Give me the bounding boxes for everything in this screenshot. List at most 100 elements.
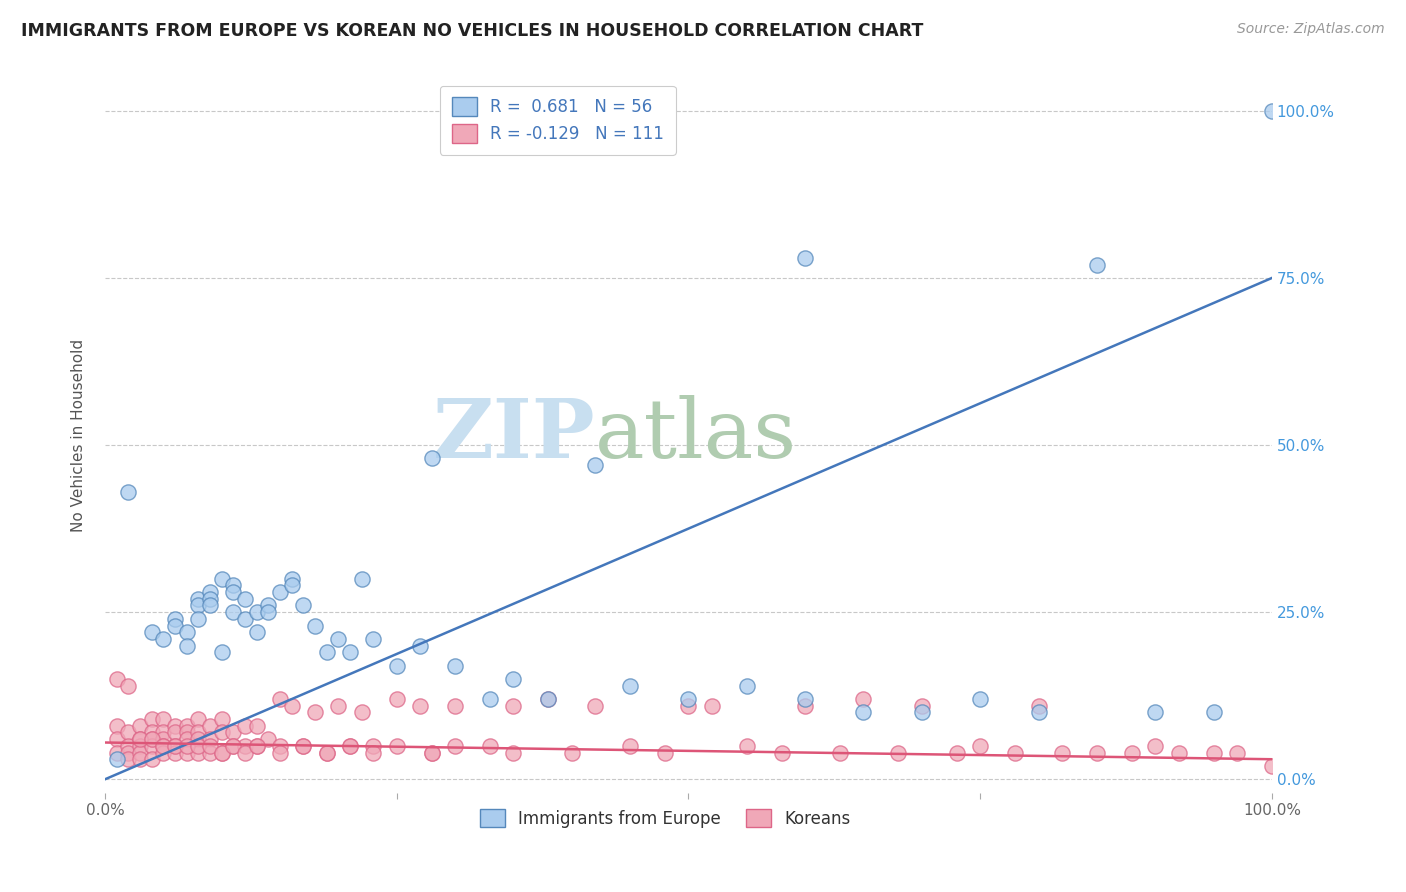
Text: IMMIGRANTS FROM EUROPE VS KOREAN NO VEHICLES IN HOUSEHOLD CORRELATION CHART: IMMIGRANTS FROM EUROPE VS KOREAN NO VEHI… — [21, 22, 924, 40]
Point — [198, 591, 221, 606]
Point — [141, 732, 163, 747]
Point — [852, 692, 875, 706]
Point — [129, 732, 152, 747]
Point — [105, 752, 128, 766]
Point — [246, 739, 269, 753]
Point — [479, 739, 502, 753]
Point — [222, 725, 245, 739]
Point — [129, 732, 152, 747]
Point — [257, 605, 280, 619]
Point — [117, 484, 139, 499]
Point — [211, 746, 233, 760]
Point — [246, 625, 269, 640]
Point — [444, 698, 467, 713]
Point — [222, 578, 245, 592]
Point — [280, 572, 302, 586]
Point — [163, 719, 186, 733]
Point — [198, 585, 221, 599]
Point — [152, 732, 174, 747]
Point — [946, 746, 969, 760]
Point — [198, 746, 221, 760]
Point — [1121, 746, 1143, 760]
Point — [339, 739, 361, 753]
Point — [911, 698, 934, 713]
Point — [163, 739, 186, 753]
Point — [292, 599, 315, 613]
Point — [176, 639, 198, 653]
Point — [129, 719, 152, 733]
Point — [187, 612, 209, 626]
Point — [141, 725, 163, 739]
Point — [969, 739, 991, 753]
Point — [176, 719, 198, 733]
Point — [233, 739, 256, 753]
Point — [187, 732, 209, 747]
Point — [117, 752, 139, 766]
Point — [246, 605, 269, 619]
Point — [152, 632, 174, 646]
Point — [350, 706, 373, 720]
Point — [700, 698, 723, 713]
Point — [852, 706, 875, 720]
Point — [269, 692, 291, 706]
Point — [794, 692, 817, 706]
Point — [444, 658, 467, 673]
Point — [385, 692, 408, 706]
Point — [233, 612, 256, 626]
Point — [1261, 103, 1284, 118]
Point — [420, 451, 443, 466]
Point — [187, 739, 209, 753]
Point — [1202, 706, 1225, 720]
Point — [187, 599, 209, 613]
Point — [339, 645, 361, 659]
Point — [152, 712, 174, 726]
Point — [1144, 739, 1167, 753]
Point — [363, 746, 385, 760]
Point — [269, 746, 291, 760]
Point — [117, 739, 139, 753]
Point — [280, 698, 302, 713]
Point — [222, 585, 245, 599]
Point — [269, 739, 291, 753]
Point — [583, 698, 606, 713]
Point — [257, 599, 280, 613]
Point — [176, 732, 198, 747]
Point — [141, 625, 163, 640]
Point — [198, 599, 221, 613]
Point — [233, 719, 256, 733]
Point — [141, 712, 163, 726]
Point — [211, 572, 233, 586]
Point — [198, 739, 221, 753]
Point — [105, 719, 128, 733]
Point — [770, 746, 793, 760]
Point — [152, 725, 174, 739]
Point — [222, 605, 245, 619]
Point — [794, 251, 817, 265]
Point — [176, 625, 198, 640]
Point — [187, 725, 209, 739]
Point — [887, 746, 910, 760]
Point — [163, 612, 186, 626]
Point — [654, 746, 676, 760]
Point — [141, 752, 163, 766]
Point — [409, 698, 432, 713]
Point — [350, 572, 373, 586]
Point — [304, 618, 326, 632]
Point — [211, 645, 233, 659]
Point — [420, 746, 443, 760]
Point — [502, 746, 524, 760]
Point — [292, 739, 315, 753]
Point — [1167, 746, 1189, 760]
Point — [678, 692, 700, 706]
Point — [304, 706, 326, 720]
Point — [141, 739, 163, 753]
Point — [152, 739, 174, 753]
Point — [176, 725, 198, 739]
Point — [129, 739, 152, 753]
Point — [105, 732, 128, 747]
Point — [502, 698, 524, 713]
Point — [1004, 746, 1026, 760]
Point — [152, 739, 174, 753]
Point — [176, 739, 198, 753]
Point — [1202, 746, 1225, 760]
